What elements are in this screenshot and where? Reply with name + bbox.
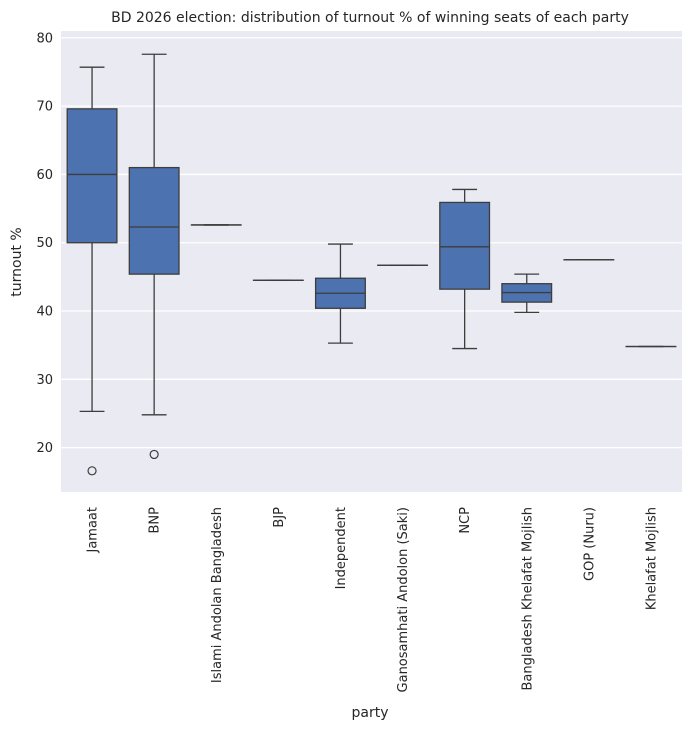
- box-6: [439, 188, 491, 350]
- box-0: [66, 66, 118, 476]
- box-4: [314, 243, 366, 344]
- outlier-point: [149, 449, 159, 460]
- box-series: [66, 53, 677, 476]
- y-axis-ticks: 20 30 40 50 60 70 80: [36, 31, 53, 456]
- x-tick-label: Independent: [334, 507, 349, 589]
- x-tick-label: Bangladesh Khelafat Mojlish: [520, 507, 535, 690]
- x-tick-label: NCP: [458, 507, 473, 534]
- box-7: [501, 273, 553, 314]
- x-tick-label: Islami Andolan Bangladesh: [210, 507, 225, 683]
- y-tick-label: 50: [36, 236, 53, 251]
- y-tick-label: 30: [36, 373, 53, 388]
- box-1: [128, 53, 180, 460]
- box-iqr: [439, 201, 491, 290]
- outlier-point: [87, 466, 97, 476]
- x-axis-title: party: [352, 705, 389, 721]
- x-tick-label: GOP (Nuru): [582, 507, 597, 581]
- y-tick-label: 40: [36, 305, 53, 320]
- y-tick-label: 60: [36, 168, 53, 183]
- x-tick-label: BNP: [148, 507, 163, 534]
- x-tick-label: BJP: [272, 507, 287, 528]
- x-tick-label: Jamaat: [86, 507, 101, 554]
- x-tick-label: Ganosamhati Andolon (Saki): [396, 507, 411, 692]
- box-iqr: [66, 108, 118, 244]
- box-iqr: [128, 166, 180, 275]
- x-tick-label: Khelafat Mojlish: [644, 507, 659, 610]
- chart-title: BD 2026 election: distribution of turnou…: [111, 10, 629, 26]
- y-tick-label: 20: [36, 441, 53, 456]
- y-tick-label: 80: [36, 31, 53, 46]
- x-axis-ticks: Jamaat BNP Islami Andolan Bangladesh BJP Ind…: [86, 507, 660, 693]
- y-tick-label: 70: [36, 100, 53, 115]
- y-axis-title: turnout %: [9, 227, 25, 296]
